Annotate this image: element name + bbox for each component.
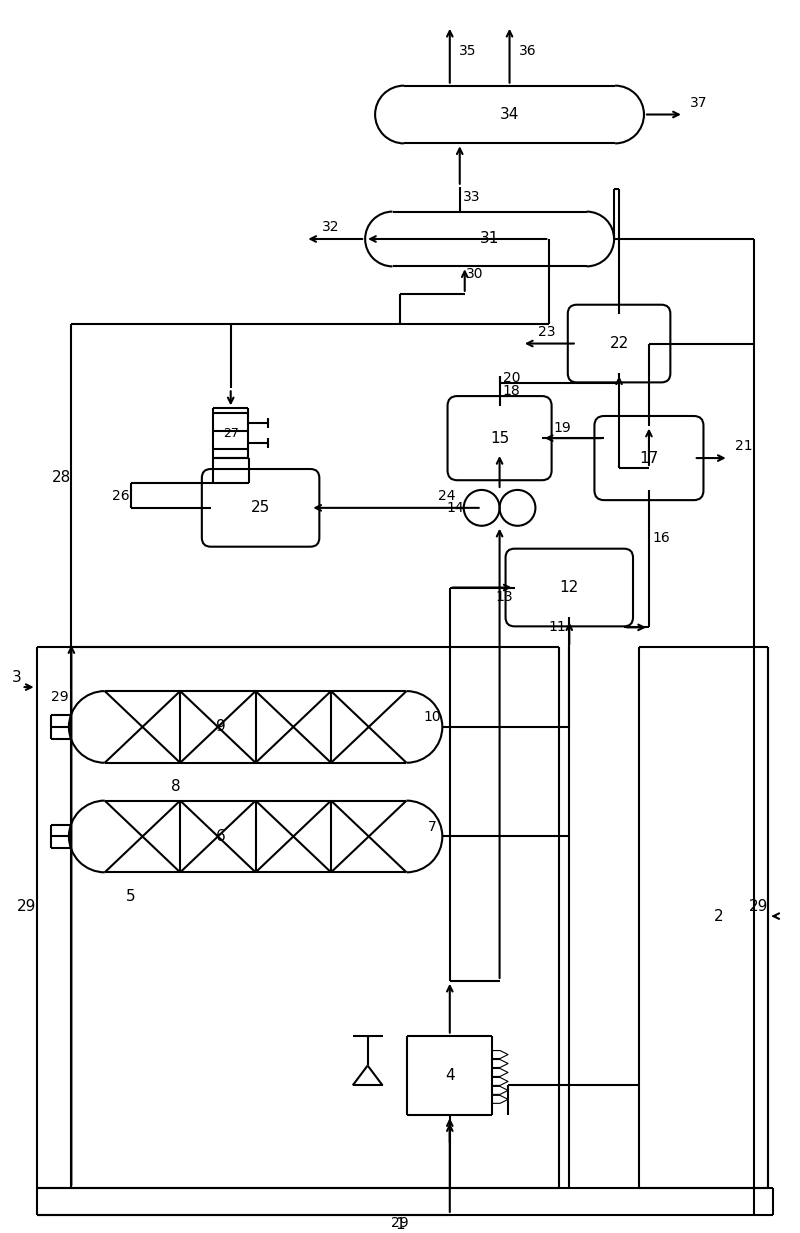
- Text: 22: 22: [610, 337, 629, 351]
- Text: 29: 29: [749, 899, 768, 914]
- Text: 29: 29: [50, 690, 68, 704]
- Text: 26: 26: [112, 490, 130, 503]
- Text: 34: 34: [500, 107, 519, 122]
- Text: 33: 33: [463, 190, 481, 203]
- Text: 12: 12: [560, 580, 579, 596]
- Text: 1: 1: [395, 1217, 405, 1232]
- Text: 23: 23: [538, 324, 556, 339]
- Text: 2: 2: [714, 909, 723, 924]
- Text: 7: 7: [428, 820, 437, 834]
- Text: 25: 25: [251, 501, 270, 515]
- Text: 29: 29: [17, 899, 36, 914]
- Text: 6: 6: [216, 829, 226, 843]
- Text: 21: 21: [734, 439, 752, 453]
- Text: 9: 9: [216, 719, 226, 735]
- Text: 17: 17: [639, 450, 658, 466]
- Text: 36: 36: [518, 44, 536, 58]
- Text: 18: 18: [502, 383, 521, 398]
- Text: 10: 10: [423, 710, 441, 724]
- Text: 24: 24: [438, 490, 455, 503]
- Text: 4: 4: [445, 1068, 454, 1083]
- Text: 35: 35: [459, 44, 477, 58]
- Text: 15: 15: [490, 430, 510, 445]
- Text: 20: 20: [502, 371, 520, 386]
- Text: 28: 28: [52, 471, 71, 486]
- Text: 14: 14: [446, 501, 463, 515]
- Text: 11: 11: [549, 620, 566, 634]
- Text: 13: 13: [496, 591, 514, 604]
- Text: 31: 31: [480, 232, 499, 247]
- Text: 5: 5: [126, 889, 136, 904]
- Text: 37: 37: [690, 96, 707, 110]
- Text: 27: 27: [222, 427, 238, 440]
- Text: 32: 32: [322, 219, 339, 234]
- Text: 29: 29: [391, 1216, 409, 1229]
- Text: 8: 8: [171, 779, 181, 794]
- Text: 3: 3: [12, 670, 22, 684]
- Text: 19: 19: [553, 422, 570, 435]
- Text: 30: 30: [466, 266, 483, 281]
- Text: 16: 16: [652, 530, 670, 545]
